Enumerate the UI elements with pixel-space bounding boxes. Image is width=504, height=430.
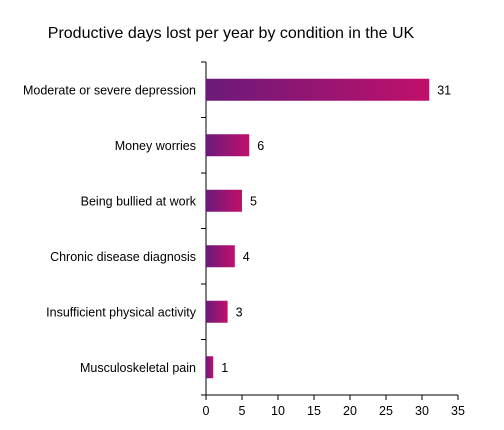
data-label: 31 (437, 83, 451, 97)
category-label: Chronic disease diagnosis (50, 250, 196, 264)
chart-title: Productive days lost per year by conditi… (48, 25, 415, 42)
x-tick-label: 30 (415, 404, 429, 418)
category-label: Musculoskeletal pain (80, 361, 196, 375)
bar (206, 245, 235, 268)
data-label: 6 (257, 139, 264, 153)
bar (206, 78, 430, 101)
category-label: Moderate or severe depression (23, 83, 196, 97)
bar (206, 134, 250, 157)
x-tick-label: 10 (271, 404, 285, 418)
data-label: 4 (243, 250, 250, 264)
bar (206, 300, 228, 323)
category-label: Insufficient physical activity (46, 305, 197, 319)
bar (206, 356, 214, 379)
x-tick-label: 5 (239, 404, 246, 418)
x-tick-label: 20 (343, 404, 357, 418)
x-tick-label: 35 (451, 404, 465, 418)
x-tick-label: 25 (379, 404, 393, 418)
x-tick-label: 15 (307, 404, 321, 418)
category-label: Money worries (115, 139, 196, 153)
category-label: Being bullied at work (81, 194, 197, 208)
data-label: 3 (236, 305, 243, 319)
x-tick-label: 0 (203, 404, 210, 418)
data-label: 1 (221, 361, 228, 375)
bar (206, 189, 242, 212)
data-label: 5 (250, 194, 257, 208)
